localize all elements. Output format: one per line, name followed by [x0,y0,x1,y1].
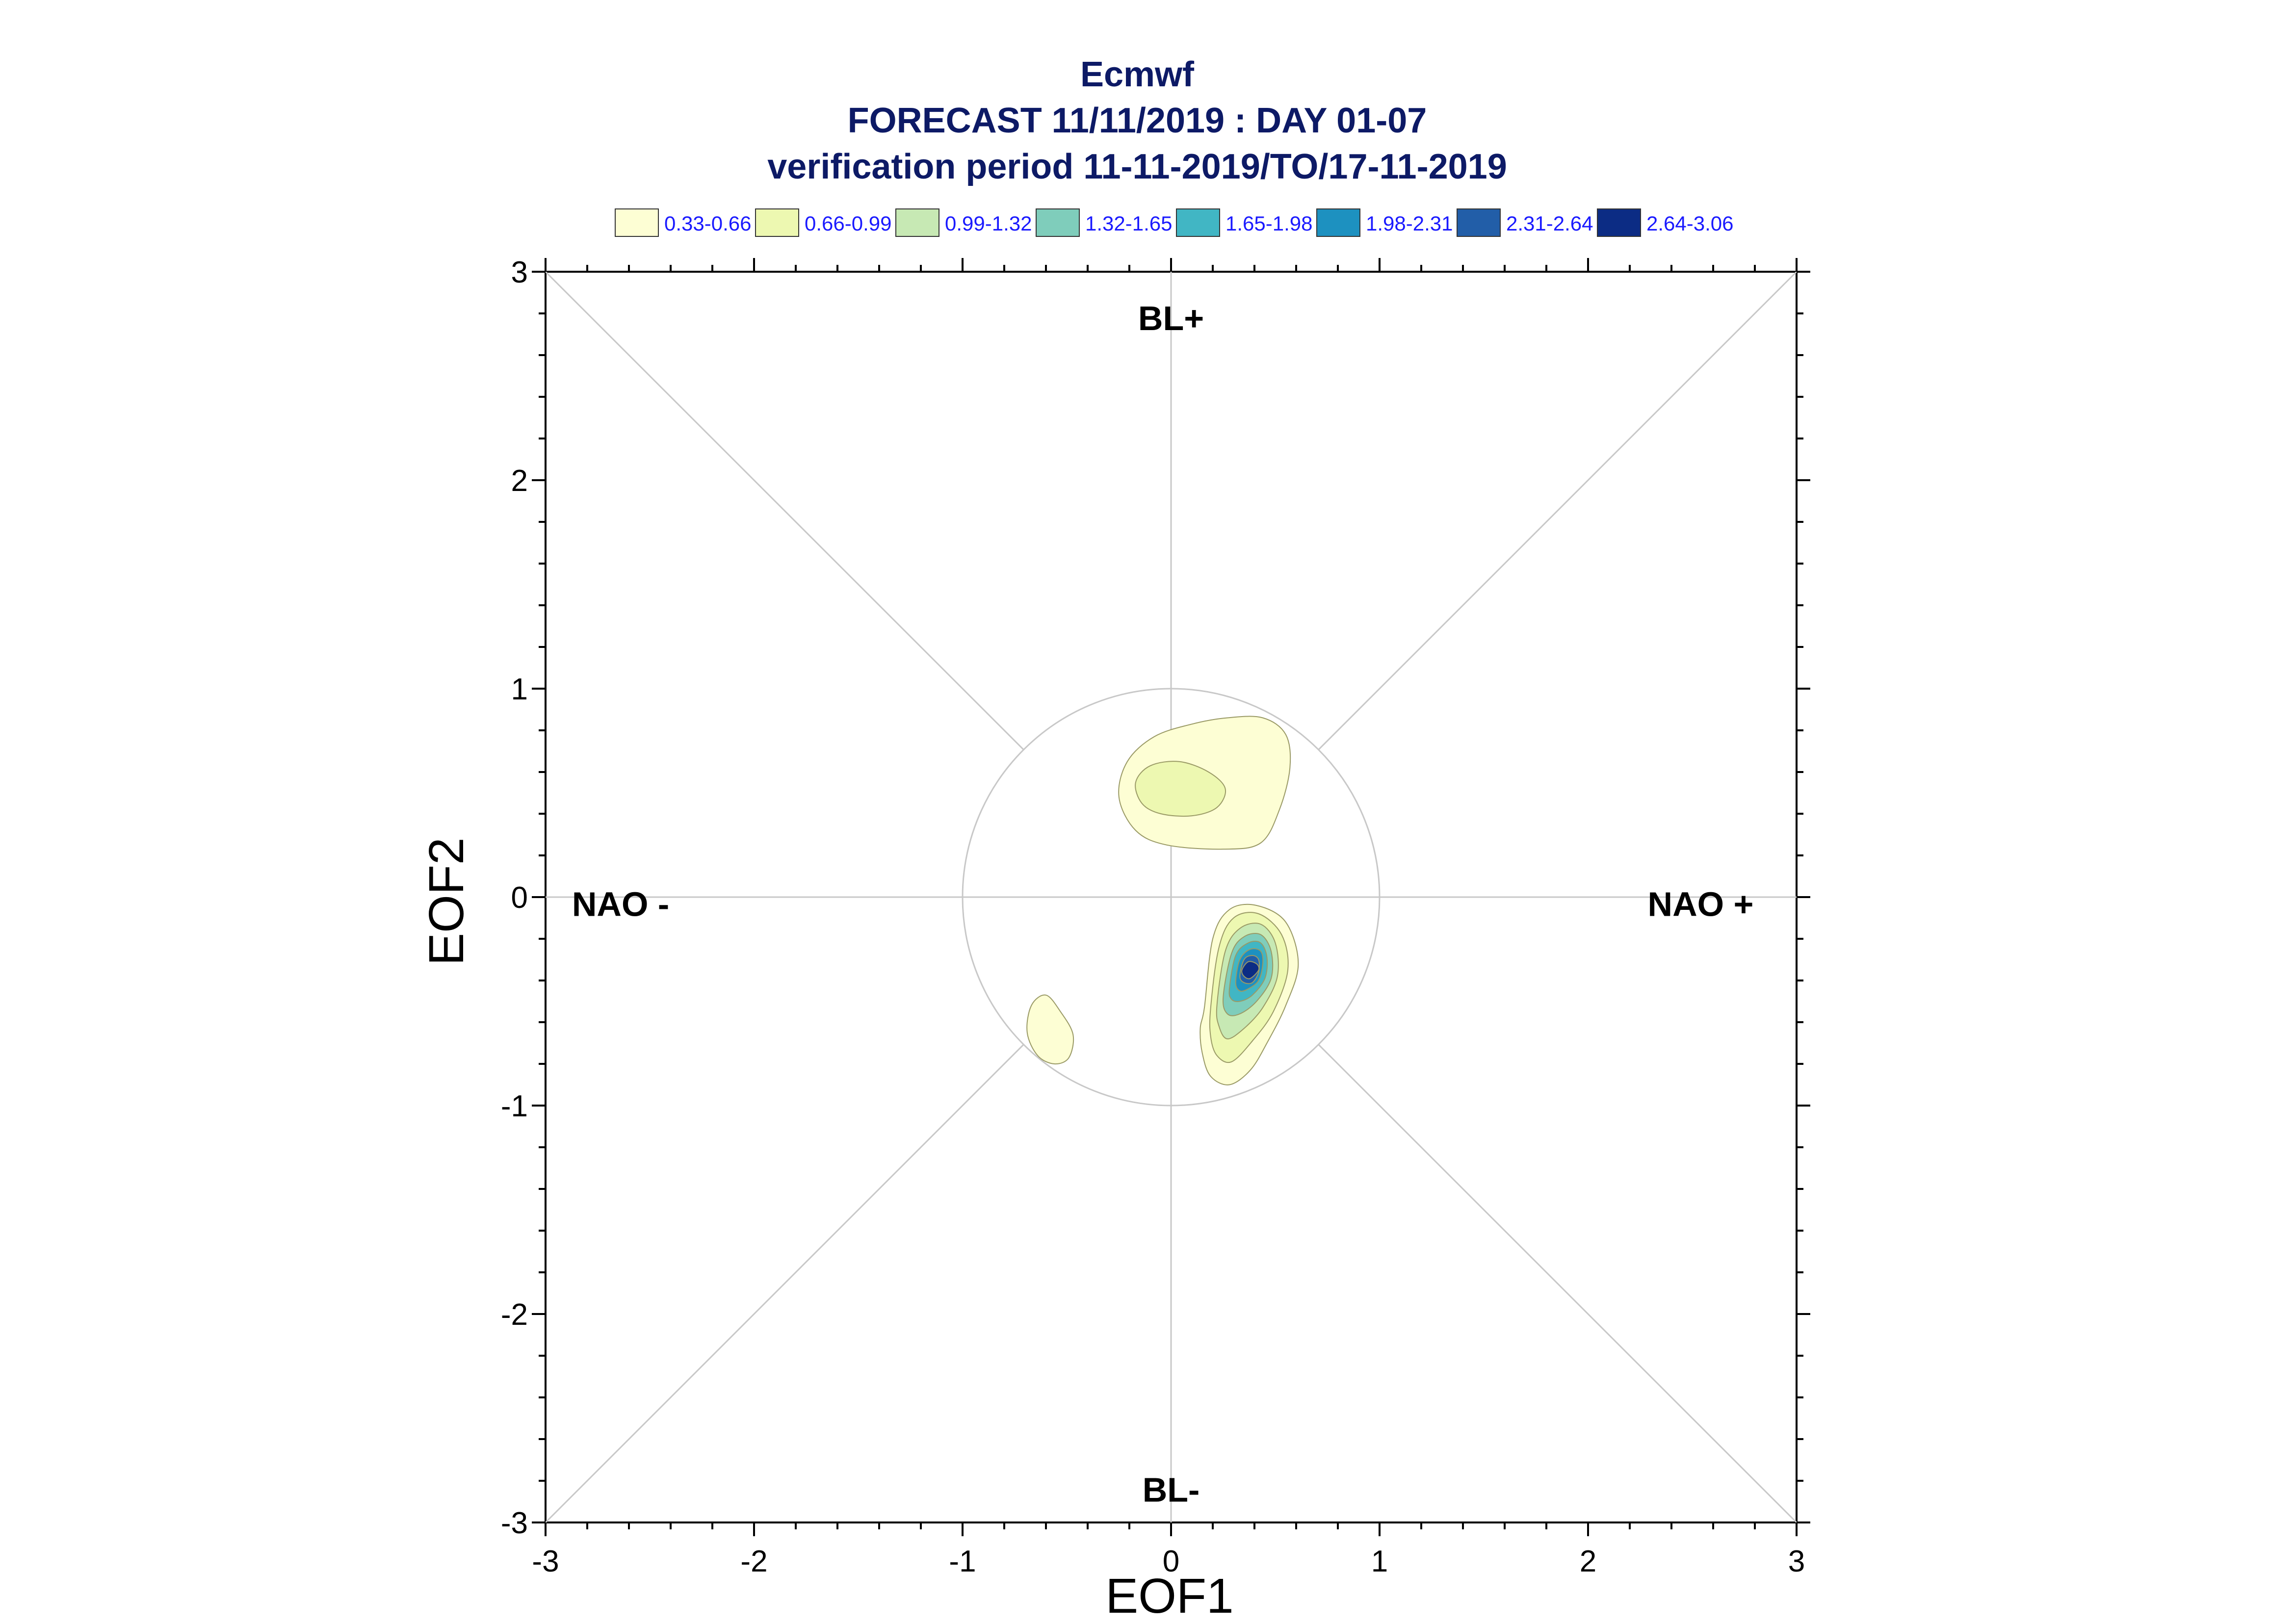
x-axis-label: EOF1 [1105,1569,1233,1624]
legend-label-6: 1.98-2.31 [1366,212,1453,235]
legend-label-4: 1.32-1.65 [1085,212,1172,235]
title-line-3: verification period 11-11-2019/TO/17-11-… [767,147,1507,186]
diagonal-guide-2 [545,271,1024,750]
legend-swatch-7 [1457,208,1501,237]
guide-lines [545,271,1798,1523]
regime-label-2: BL- [1143,1471,1200,1509]
legend-label-3: 0.99-1.32 [945,212,1032,235]
x-tick-label-1: -3 [532,1545,559,1578]
legend-swatch-8 [1597,208,1641,237]
x-tick-label-2: -2 [740,1545,767,1578]
y-tick-label-3: 1 [511,672,528,706]
density-contours [1026,716,1299,1085]
x-tick-label-3: -1 [949,1545,976,1578]
chart-title: Ecmwf FORECAST 11/11/2019 : DAY 01-07 ve… [767,55,1507,186]
legend-swatch-6 [1316,208,1360,237]
axis-ticks: -3 -2 -1 0 1 2 3 3 2 1 0 -1 -2 -3 [501,256,1810,1578]
legend-swatch-1 [615,208,659,237]
x-tick-label-6: 2 [1580,1545,1596,1578]
legend-label-1: 0.33-0.66 [664,212,751,235]
y-tick-label-5: -1 [501,1089,528,1123]
density-region-2 [1135,761,1226,817]
regime-label-1: BL+ [1138,299,1204,337]
unit-circle [962,688,1381,1107]
legend-label-7: 2.31-2.64 [1506,212,1593,235]
legend-swatch-2 [755,208,799,237]
diagonal-guide-4 [545,1044,1024,1523]
x-tick-label-5: 1 [1371,1545,1388,1578]
diagonal-guide-1 [1318,271,1798,750]
regime-labels: BL+ BL- NAO - NAO + [572,299,1754,1509]
plot-area: BL+ BL- NAO - NAO + -3 -2 -1 0 1 2 3 3 2 1 0 -1 -2 -3 [501,256,1810,1578]
legend-label-5: 1.65-1.98 [1226,212,1312,235]
legend-label-8: 2.64-3.06 [1646,212,1733,235]
y-tick-label-7: -3 [501,1506,528,1540]
y-tick-label-1: 3 [511,256,528,289]
title-line-2: FORECAST 11/11/2019 : DAY 01-07 [848,101,1427,140]
x-tick-label-7: 3 [1788,1545,1805,1578]
legend-swatch-5 [1176,208,1220,237]
y-tick-label-2: 2 [511,464,528,498]
legend-swatch-3 [895,208,939,237]
title-line-1: Ecmwf [1080,55,1195,94]
legend-label-2: 0.66-0.99 [805,212,891,235]
density-region-11 [1241,961,1260,980]
regime-label-3: NAO - [572,885,669,923]
y-axis-label: EOF2 [419,837,474,965]
y-tick-label-6: -2 [501,1298,528,1332]
y-tick-label-4: 0 [511,881,528,915]
regime-label-4: NAO + [1648,885,1754,923]
legend: 0.33-0.66 0.66-0.99 0.99-1.32 1.32-1.65 1.65… [615,208,1733,237]
x-tick-label-4: 0 [1163,1545,1179,1578]
diagonal-guide-3 [1318,1044,1798,1523]
density-region-3 [1026,994,1074,1065]
legend-swatch-4 [1036,208,1080,237]
